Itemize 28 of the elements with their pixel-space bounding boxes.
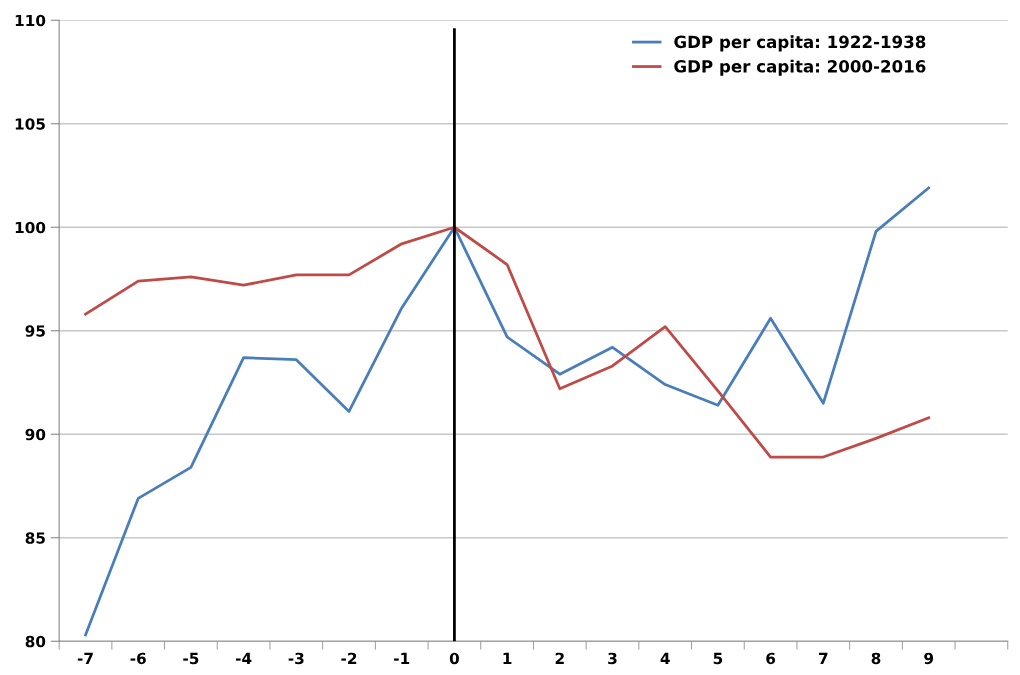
y-tick-label: 85: [25, 532, 45, 544]
y-tick-label: 80: [25, 635, 46, 648]
y-tick-label: 95: [25, 325, 45, 337]
y-tick-label: 100: [15, 221, 46, 234]
x-tick-label: -3: [288, 652, 304, 665]
x-tick-label: 8: [871, 652, 881, 665]
x-tick-label: -2: [341, 652, 357, 664]
x-tick-label: 0: [449, 652, 459, 665]
x-tick-label: -6: [130, 652, 146, 665]
y-tick-label: 110: [15, 14, 46, 27]
x-tick-label: 3: [608, 652, 617, 665]
x-tick-label: 7: [819, 652, 828, 664]
line-series: [84, 225, 931, 459]
x-tick-label: -1: [394, 652, 410, 664]
x-tick-label: 5: [713, 652, 723, 665]
x-tick-label: -4: [235, 652, 252, 664]
x-tick-label: 1: [503, 652, 512, 664]
x-tick-label: 2: [555, 652, 564, 664]
x-tick-label: 9: [924, 652, 934, 665]
y-tick-label: 105: [15, 118, 45, 130]
legend-label: GDP per capita: 1922-1938: [674, 35, 926, 52]
y-tick-label: 90: [25, 428, 46, 441]
line-series: [84, 186, 931, 637]
x-tick-label: 6: [766, 652, 776, 665]
legend-label: GDP per capita: 2000-2016: [674, 59, 926, 76]
x-tick-label: 4: [660, 652, 670, 664]
x-tick-label: -7: [77, 652, 93, 664]
x-tick-label: -5: [183, 652, 199, 665]
